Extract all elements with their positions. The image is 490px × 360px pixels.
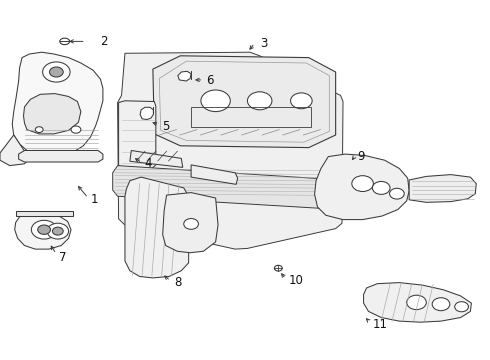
Polygon shape [364,283,471,322]
Ellipse shape [60,38,70,45]
Polygon shape [130,150,183,167]
Circle shape [432,298,450,311]
Polygon shape [125,177,189,278]
Circle shape [35,127,43,132]
Text: 6: 6 [206,75,213,87]
Circle shape [52,227,63,235]
Polygon shape [118,52,343,249]
Polygon shape [315,154,409,220]
Circle shape [455,302,468,312]
Text: 3: 3 [260,37,267,50]
Polygon shape [12,52,103,158]
Text: 5: 5 [162,120,169,132]
Ellipse shape [274,265,282,271]
Circle shape [291,93,312,109]
Circle shape [372,181,390,194]
Circle shape [38,225,50,234]
Circle shape [47,223,69,239]
Text: 10: 10 [289,274,304,287]
Polygon shape [119,101,156,169]
Circle shape [71,126,81,133]
Polygon shape [153,56,336,148]
Circle shape [390,188,404,199]
Circle shape [247,92,272,110]
Polygon shape [16,211,73,216]
Circle shape [184,219,198,229]
Circle shape [201,90,230,112]
Text: 1: 1 [91,193,98,206]
Polygon shape [24,94,81,134]
Polygon shape [409,175,476,202]
Text: 11: 11 [372,318,388,330]
Polygon shape [140,107,153,120]
Circle shape [31,220,57,239]
Polygon shape [163,193,218,253]
Circle shape [352,176,373,192]
Circle shape [49,67,63,77]
Polygon shape [113,166,343,210]
Polygon shape [0,135,29,166]
Polygon shape [191,165,238,184]
Polygon shape [178,71,191,81]
Text: 7: 7 [59,251,66,264]
Circle shape [43,62,70,82]
Circle shape [407,295,426,310]
Text: 4: 4 [145,157,152,170]
Text: 8: 8 [174,276,181,289]
Bar [191,107,311,127]
Polygon shape [15,212,71,249]
Polygon shape [19,150,103,162]
Text: 2: 2 [100,35,108,48]
Text: 9: 9 [358,150,365,163]
